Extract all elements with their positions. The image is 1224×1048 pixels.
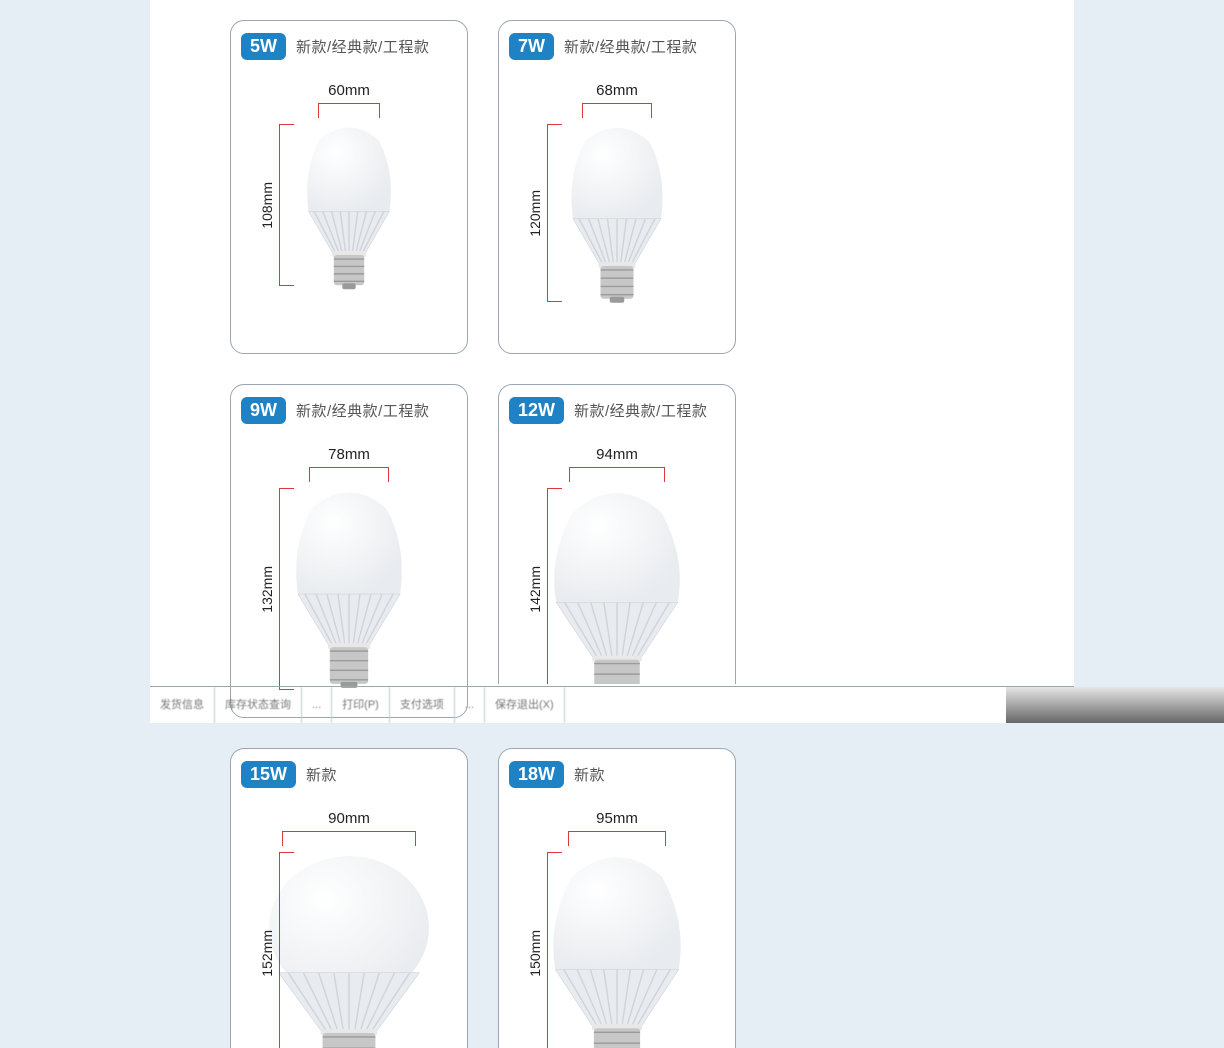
bulb-grid: 5W 新款/经典款/工程款 60mm 108mm 7W 新款/经典款/工程款 6… — [150, 0, 1074, 1048]
watt-badge: 9W — [241, 397, 286, 424]
height-dimension-group: 152mm — [259, 852, 294, 1048]
card-header: 12W 新款/经典款/工程款 — [509, 397, 725, 424]
card-body: 142mm — [509, 488, 725, 684]
height-dimension-group: 108mm — [259, 124, 294, 286]
card-body: 120mm — [509, 124, 725, 354]
card-body: 152mm — [241, 852, 457, 1048]
width-bracket — [582, 103, 652, 118]
height-dimension: 120mm — [527, 190, 543, 237]
card-body: 150mm — [509, 852, 725, 1048]
variant-note: 新款 — [574, 764, 605, 785]
variant-note: 新款/经典款/工程款 — [564, 36, 697, 57]
footer-cell: 支付选项 — [390, 687, 455, 723]
card-body: 108mm — [241, 124, 457, 354]
width-dimension: 68mm — [509, 82, 725, 99]
width-bracket — [568, 831, 666, 846]
width-dimension: 94mm — [509, 446, 725, 463]
card-header: 9W 新款/经典款/工程款 — [241, 397, 457, 424]
variant-note: 新款/经典款/工程款 — [296, 400, 429, 421]
height-bracket — [547, 852, 562, 1048]
height-bracket — [547, 488, 562, 684]
height-dimension: 150mm — [527, 930, 543, 977]
footer-cell: 打印(P) — [332, 687, 390, 723]
watt-badge: 18W — [509, 761, 564, 788]
card-header: 5W 新款/经典款/工程款 — [241, 33, 457, 60]
width-dimension: 90mm — [241, 810, 457, 827]
footer-cell: 库存状态查询 — [215, 687, 302, 723]
footer-cell: 保存退出(X) — [485, 687, 565, 723]
height-bracket — [279, 488, 294, 690]
width-bracket — [309, 467, 389, 482]
footer-cell: 发货信息 — [150, 687, 215, 723]
height-dimension-group: 132mm — [259, 488, 294, 690]
height-dimension-group: 150mm — [527, 852, 562, 1048]
watt-badge: 12W — [509, 397, 564, 424]
watt-badge: 5W — [241, 33, 286, 60]
height-bracket — [279, 852, 294, 1048]
height-dimension: 108mm — [259, 182, 275, 229]
height-bracket — [547, 124, 562, 302]
height-dimension-group: 120mm — [527, 124, 562, 302]
footer-bar: 发货信息库存状态查询...打印(P)支付选项...保存退出(X) — [150, 686, 1074, 723]
height-dimension-group: 142mm — [527, 488, 562, 684]
variant-note: 新款 — [306, 764, 337, 785]
card-header: 18W 新款 — [509, 761, 725, 788]
watt-badge: 7W — [509, 33, 554, 60]
footer-cell: ... — [455, 687, 485, 723]
variant-note: 新款/经典款/工程款 — [296, 36, 429, 57]
height-dimension: 152mm — [259, 930, 275, 977]
card-header: 7W 新款/经典款/工程款 — [509, 33, 725, 60]
bulb-card: 12W 新款/经典款/工程款 94mm 142mm — [498, 384, 736, 684]
bulb-card: 15W 新款 90mm 152mm — [230, 748, 468, 1048]
height-dimension: 142mm — [527, 566, 543, 613]
bulb-card: 7W 新款/经典款/工程款 68mm 120mm — [498, 20, 736, 354]
bulb-card: 9W 新款/经典款/工程款 78mm 132mm — [230, 384, 468, 718]
product-spec-sheet: 5W 新款/经典款/工程款 60mm 108mm 7W 新款/经典款/工程款 6… — [150, 0, 1074, 723]
width-dimension: 60mm — [241, 82, 457, 99]
width-bracket — [318, 103, 380, 118]
width-bracket — [569, 467, 665, 482]
width-dimension: 95mm — [509, 810, 725, 827]
height-dimension: 132mm — [259, 566, 275, 613]
card-header: 15W 新款 — [241, 761, 457, 788]
watt-badge: 15W — [241, 761, 296, 788]
card-body: 132mm — [241, 488, 457, 718]
footer-cell: ... — [302, 687, 332, 723]
width-bracket — [282, 831, 416, 846]
bulb-card: 5W 新款/经典款/工程款 60mm 108mm — [230, 20, 468, 354]
bulb-card: 18W 新款 95mm 150mm — [498, 748, 736, 1048]
width-dimension: 78mm — [241, 446, 457, 463]
height-bracket — [279, 124, 294, 286]
variant-note: 新款/经典款/工程款 — [574, 400, 707, 421]
